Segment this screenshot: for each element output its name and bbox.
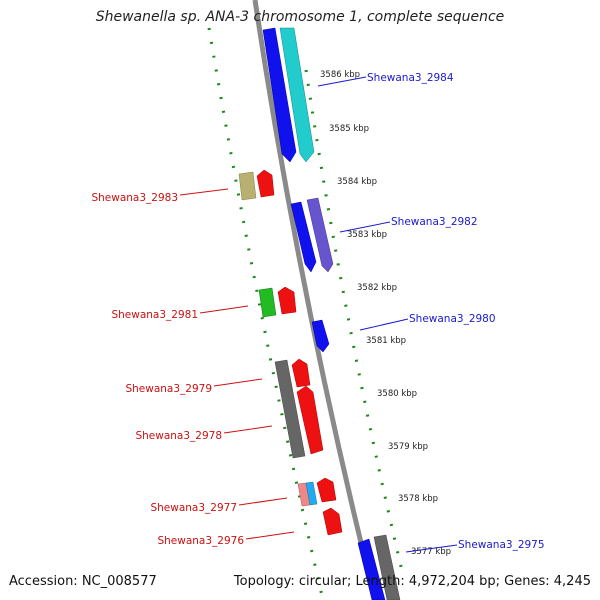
gene-feature-2982-b <box>306 197 334 273</box>
gene-label-shewana3-2975[interactable]: Shewana3_2975 <box>458 539 545 551</box>
gene-feature-2980 <box>311 319 330 353</box>
tick-label: 3583 kbp <box>347 230 387 240</box>
leader-line <box>238 497 288 506</box>
tick-label: 3580 kbp <box>377 389 417 399</box>
tick-label: 3586 kbp <box>320 70 360 80</box>
tick-label: 3578 kbp <box>398 494 438 504</box>
gene-feature-2983-b <box>256 169 275 198</box>
gene-feature-2977-b <box>305 481 318 506</box>
gene-feature-2979-b <box>291 358 311 388</box>
gene-label-shewana3-2979[interactable]: Shewana3_2979 <box>125 383 212 395</box>
accession-text: Accession: NC_008577 <box>9 574 157 589</box>
tick-label: 3581 kbp <box>366 336 406 346</box>
tick-label: 3584 kbp <box>337 177 377 187</box>
gene-feature-2984-b <box>279 27 315 163</box>
gene-feature-2978 <box>296 385 324 455</box>
summary-text: Topology: circular; Length: 4,972,204 bp… <box>233 574 591 589</box>
leader-line <box>317 76 367 87</box>
tick-label: 3585 kbp <box>329 124 369 134</box>
tick-label: 3579 kbp <box>388 442 428 452</box>
leader-line <box>405 544 458 553</box>
map-title: Shewanella sp. ANA-3 chromosome 1, compl… <box>95 9 505 25</box>
gene-feature-2977-c <box>316 477 337 503</box>
gene-feature-2976 <box>322 507 343 536</box>
leader-line <box>359 318 409 331</box>
gene-feature-2975-a <box>357 538 386 600</box>
gene-label-shewana3-2983[interactable]: Shewana3_2983 <box>91 192 178 204</box>
gene-feature-2983-a <box>238 171 257 201</box>
gene-feature-2981-a <box>258 287 277 318</box>
gene-feature-2981-b <box>277 286 297 315</box>
gene-feature-2984-a <box>262 27 297 163</box>
tick-label: 3582 kbp <box>357 283 397 293</box>
gene-feature-2982-a <box>290 201 317 273</box>
gene-label-shewana3-2984[interactable]: Shewana3_2984 <box>367 72 454 84</box>
backbone <box>252 0 378 600</box>
gene-feature-2975-b <box>373 534 401 600</box>
gene-feature-2979-a <box>274 359 306 459</box>
gene-label-shewana3-2978[interactable]: Shewana3_2978 <box>135 430 222 442</box>
leader-line <box>199 305 249 314</box>
right-dotted-track <box>304 69 405 576</box>
leader-line <box>339 221 391 233</box>
leader-line <box>223 425 273 434</box>
gene-label-shewana3-2982[interactable]: Shewana3_2982 <box>391 216 478 228</box>
gene-label-shewana3-2981[interactable]: Shewana3_2981 <box>111 309 198 321</box>
left-dotted-track <box>207 27 325 600</box>
tick-label: 3577 kbp <box>411 547 451 557</box>
leader-line <box>179 188 229 196</box>
leader-line <box>213 378 263 387</box>
gene-label-shewana3-2976[interactable]: Shewana3_2976 <box>157 535 244 547</box>
gene-label-shewana3-2980[interactable]: Shewana3_2980 <box>409 313 496 325</box>
gene-label-shewana3-2977[interactable]: Shewana3_2977 <box>150 502 237 514</box>
leader-line <box>245 531 295 540</box>
